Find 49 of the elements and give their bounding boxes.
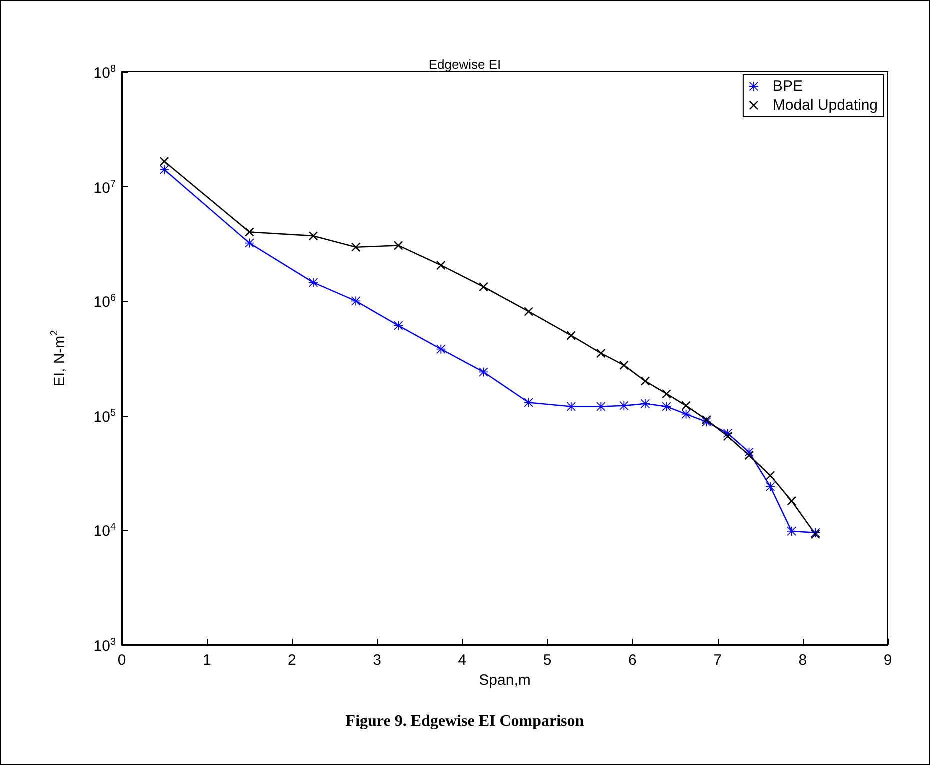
x-tick-label: 8 (798, 652, 808, 669)
point (596, 402, 606, 412)
point (596, 348, 606, 358)
point (436, 260, 446, 270)
point (436, 344, 446, 354)
point (352, 242, 361, 252)
point (620, 360, 629, 370)
y-tick-label: 10$^{5}$ (94, 406, 116, 427)
point (245, 228, 254, 237)
point (524, 398, 534, 408)
x-tick-label: 2 (288, 652, 296, 669)
y-axis-title: EI, N-m2 (50, 330, 68, 387)
legend-label: BPE (772, 78, 803, 95)
x-tick-label: 5 (543, 652, 552, 669)
point (524, 307, 534, 316)
caption: Figure 9. Edgewise EI Comparison (344, 713, 586, 731)
point (479, 282, 488, 292)
point (640, 399, 650, 408)
y-tick-label: 10$^{6}$ (94, 292, 116, 312)
point (682, 410, 691, 419)
point (620, 401, 629, 410)
x-tick-label: 7 (714, 652, 722, 669)
point (566, 331, 576, 340)
point (682, 401, 691, 410)
x-tick-label: 4 (458, 652, 467, 669)
x-tick-label: 1 (202, 652, 212, 669)
point (394, 241, 404, 250)
point (766, 471, 776, 480)
chart-title: Edgewise EI (428, 57, 502, 72)
legend-label: Modal Updating (772, 97, 878, 114)
y-tick-label: 10$^{8}$ (94, 63, 116, 83)
point (160, 165, 170, 174)
y-tick-label: 10$^{3}$ (94, 636, 116, 656)
point (245, 238, 254, 248)
point (640, 376, 650, 386)
y-tick-label: 10$^{7}$ (94, 178, 116, 198)
x-tick-label: 6 (628, 652, 637, 669)
point (744, 451, 754, 460)
x-tick-label: 0 (118, 652, 126, 669)
y-tick-label: 10$^{4}$ (94, 521, 116, 542)
point (160, 157, 170, 166)
point (702, 415, 712, 424)
point (662, 389, 672, 398)
point (787, 496, 796, 506)
x-tick-label: 3 (373, 652, 382, 669)
point (394, 321, 404, 330)
point (787, 526, 796, 536)
x-tick-label: 9 (884, 652, 892, 669)
x-axis-title: Span,m (479, 672, 531, 689)
